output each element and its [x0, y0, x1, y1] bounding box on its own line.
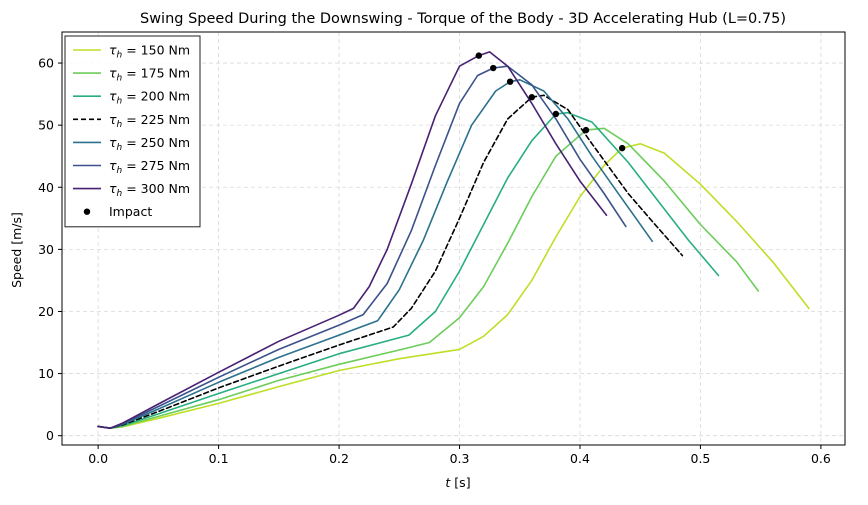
y-tick-label: 10	[38, 366, 54, 381]
x-tick-label: 0.0	[88, 451, 108, 466]
series-line-6	[97, 51, 608, 430]
legend-label-5: τh = 275 Nm	[109, 158, 190, 176]
series-line-4	[97, 79, 654, 430]
legend-label-impact: Impact	[109, 204, 152, 219]
y-tick-label: 0	[46, 428, 54, 443]
x-tick-label: 0.6	[811, 451, 831, 466]
legend-label-4: τh = 250 Nm	[109, 135, 190, 153]
impact-point-1	[582, 126, 590, 134]
series-line-0	[97, 143, 810, 430]
x-tick-label: 0.4	[570, 451, 590, 466]
legend-label-0: τh = 150 Nm	[109, 43, 190, 61]
y-tick-label: 40	[38, 180, 54, 195]
impact-point-6	[475, 52, 482, 59]
legend-swatch-impact	[83, 208, 91, 215]
legend-label-3: τh = 225 Nm	[109, 112, 190, 130]
legend-label-2: τh = 200 Nm	[109, 89, 190, 107]
x-tick-label: 0.2	[329, 451, 349, 466]
impact-point-0	[618, 144, 626, 152]
y-axis-label: Speed [m/s]	[9, 212, 24, 288]
legend-label-6: τh = 300 Nm	[109, 181, 190, 199]
impact-point-3	[528, 94, 535, 101]
chart-title: Swing Speed During the Downswing - Torqu…	[140, 11, 786, 27]
y-tick-label: 30	[38, 242, 54, 257]
legend: τh = 150 Nm τh = 175 Nm τh = 200 Nm τh = 22…	[64, 35, 201, 228]
grid-layer	[62, 32, 845, 445]
impact-layer	[475, 52, 626, 152]
impact-point-2	[552, 110, 560, 118]
series-layer	[97, 51, 810, 430]
series-line-3	[97, 94, 684, 430]
impact-point-5	[490, 64, 497, 72]
series-line-5	[97, 65, 627, 430]
x-tick-label: 0.1	[209, 451, 229, 466]
x-tick-label: 0.5	[691, 451, 711, 466]
y-tick-label: 50	[38, 118, 54, 133]
legend-box	[64, 35, 201, 228]
plot-frame	[61, 31, 846, 446]
impact-point-4	[506, 78, 514, 85]
series-line-1	[97, 127, 760, 430]
y-tick-label: 20	[38, 304, 54, 319]
x-tick-label: 0.3	[450, 451, 470, 466]
tick-layer: 0.0 0.1 0.2 0.3 0.4 0.5 0.6 0 10 20 30 40 50 60	[38, 56, 831, 466]
y-tick-label: 60	[38, 56, 54, 71]
series-line-2	[97, 111, 720, 430]
x-axis-label: t [s]	[445, 475, 470, 490]
legend-label-1: τh = 175 Nm	[109, 66, 190, 84]
